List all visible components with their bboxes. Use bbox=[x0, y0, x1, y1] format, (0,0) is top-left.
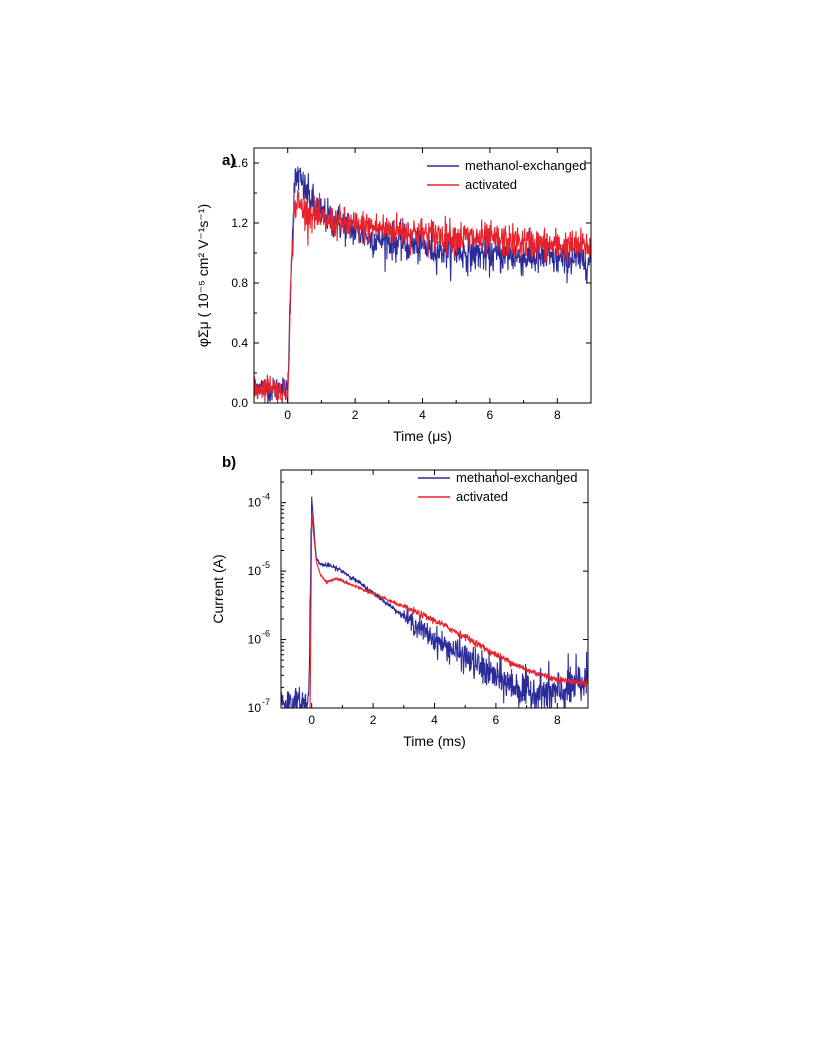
series-line-activated bbox=[281, 513, 588, 708]
y-tick-label-exponent: -6 bbox=[262, 629, 270, 639]
y-axis-title: Current (A) bbox=[210, 554, 226, 623]
y-tick-label: 10 bbox=[248, 564, 262, 578]
y-tick-label: 10 bbox=[248, 496, 262, 510]
legend-label: activated bbox=[465, 177, 517, 192]
legend-label: activated bbox=[456, 489, 508, 504]
y-tick-label: 1.2 bbox=[231, 216, 248, 230]
y-tick-label: 0.4 bbox=[231, 336, 248, 350]
legend-label: methanol-exchanged bbox=[465, 158, 586, 173]
x-tick-label: 8 bbox=[554, 408, 561, 422]
legend-label: methanol-exchanged bbox=[456, 470, 577, 485]
x-tick-label: 0 bbox=[308, 713, 315, 727]
x-tick-label: 0 bbox=[284, 408, 291, 422]
y-tick-label-exponent: -7 bbox=[262, 697, 270, 707]
plot-frame bbox=[280, 469, 589, 709]
y-tick-label: 10 bbox=[248, 633, 262, 647]
x-tick-label: 6 bbox=[487, 408, 494, 422]
y-tick-label: 1.6 bbox=[231, 156, 248, 170]
y-tick-label: 0.8 bbox=[231, 276, 248, 290]
x-tick-label: 6 bbox=[493, 713, 500, 727]
x-tick-label: 4 bbox=[419, 408, 426, 422]
chart-panel-a: a) 0 2 4 6 8 0.0 0.4 0.8 1.2 1.6 Time (μs) φΣμ ( 10… bbox=[195, 147, 592, 444]
x-axis-title: Time (μs) bbox=[393, 428, 452, 444]
panel-label-b: b) bbox=[222, 454, 236, 471]
series-line-methanol-exchanged bbox=[281, 496, 588, 708]
y-tick-label-exponent: -5 bbox=[262, 560, 270, 570]
x-axis-title: Time (ms) bbox=[403, 733, 465, 749]
x-tick-label: 2 bbox=[352, 408, 359, 422]
x-tick-label: 2 bbox=[370, 713, 377, 727]
series-line-activated bbox=[254, 190, 591, 403]
y-tick-label: 0.0 bbox=[231, 396, 248, 410]
panel-label-a: a) bbox=[222, 152, 235, 169]
x-tick-label: 4 bbox=[431, 713, 438, 727]
y-axis-title: φΣμ ( 10⁻⁵ cm² V⁻¹s⁻¹) bbox=[195, 204, 211, 347]
y-tick-label: 10 bbox=[248, 701, 262, 715]
x-tick-label: 8 bbox=[554, 713, 561, 727]
y-tick-label-exponent: -4 bbox=[262, 492, 270, 502]
